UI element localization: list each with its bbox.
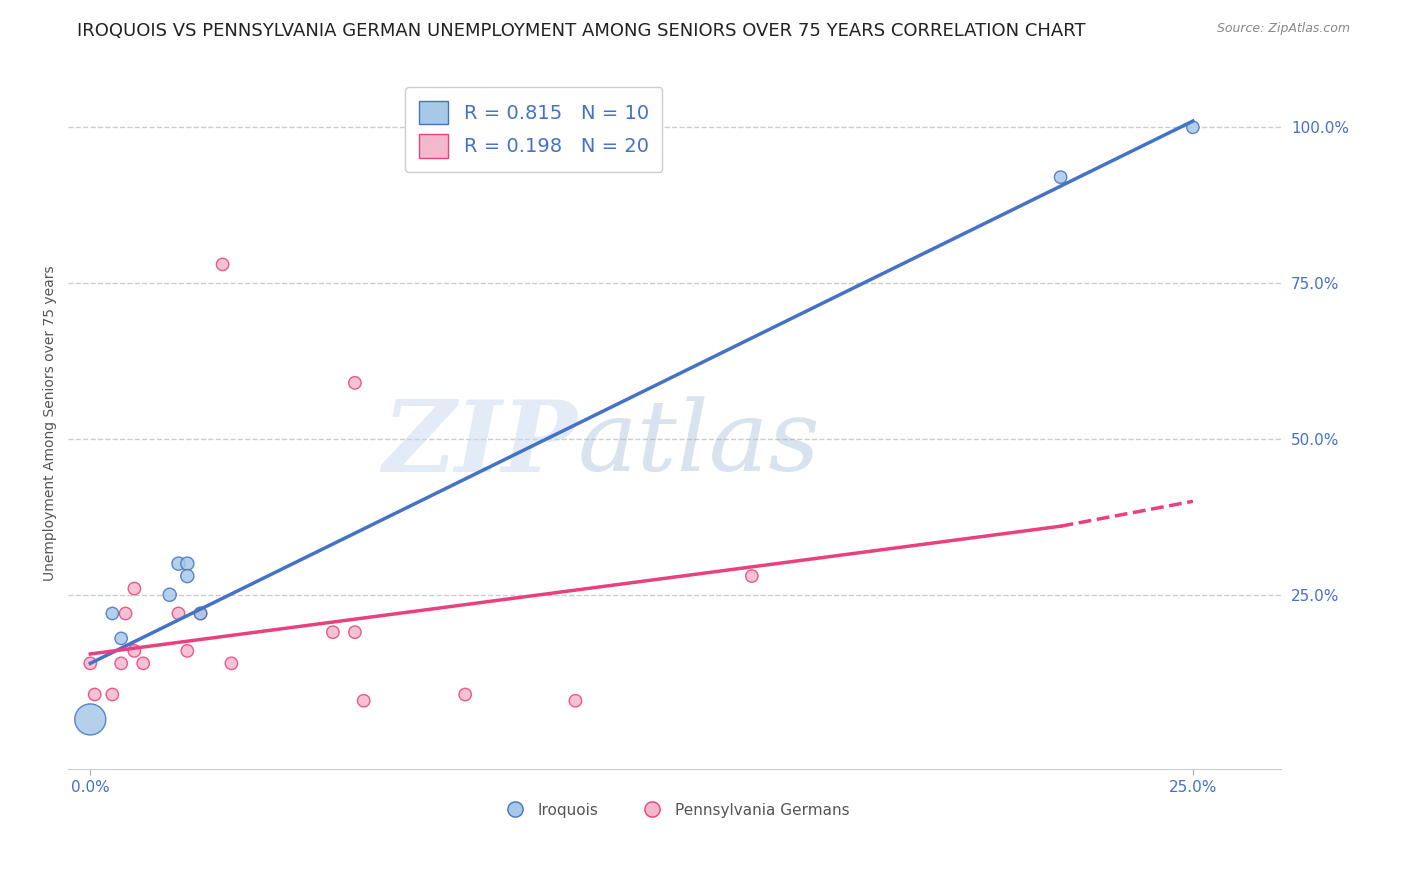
- Point: [159, 588, 181, 602]
- Point: [167, 607, 190, 621]
- Point: [114, 607, 136, 621]
- Point: [1181, 120, 1204, 135]
- Point: [176, 557, 198, 571]
- Point: [124, 644, 146, 658]
- Point: [322, 625, 344, 640]
- Text: ZIP: ZIP: [382, 396, 578, 492]
- Point: [124, 582, 146, 596]
- Text: Source: ZipAtlas.com: Source: ZipAtlas.com: [1216, 22, 1350, 36]
- Point: [132, 657, 155, 671]
- Point: [110, 657, 132, 671]
- Point: [167, 557, 190, 571]
- Point: [221, 657, 243, 671]
- Point: [190, 607, 212, 621]
- Point: [79, 657, 101, 671]
- Y-axis label: Unemployment Among Seniors over 75 years: Unemployment Among Seniors over 75 years: [44, 266, 58, 582]
- Legend: Iroquois, Pennsylvania Germans: Iroquois, Pennsylvania Germans: [494, 797, 856, 824]
- Point: [343, 625, 366, 640]
- Point: [564, 694, 586, 708]
- Point: [83, 688, 105, 702]
- Point: [79, 713, 101, 727]
- Point: [741, 569, 763, 583]
- Point: [101, 607, 124, 621]
- Point: [190, 607, 212, 621]
- Point: [110, 632, 132, 646]
- Point: [176, 644, 198, 658]
- Text: atlas: atlas: [578, 396, 820, 491]
- Point: [353, 694, 375, 708]
- Point: [101, 688, 124, 702]
- Point: [211, 257, 233, 271]
- Point: [1049, 170, 1071, 185]
- Point: [343, 376, 366, 390]
- Text: IROQUOIS VS PENNSYLVANIA GERMAN UNEMPLOYMENT AMONG SENIORS OVER 75 YEARS CORRELA: IROQUOIS VS PENNSYLVANIA GERMAN UNEMPLOY…: [77, 22, 1085, 40]
- Point: [454, 688, 477, 702]
- Point: [176, 569, 198, 583]
